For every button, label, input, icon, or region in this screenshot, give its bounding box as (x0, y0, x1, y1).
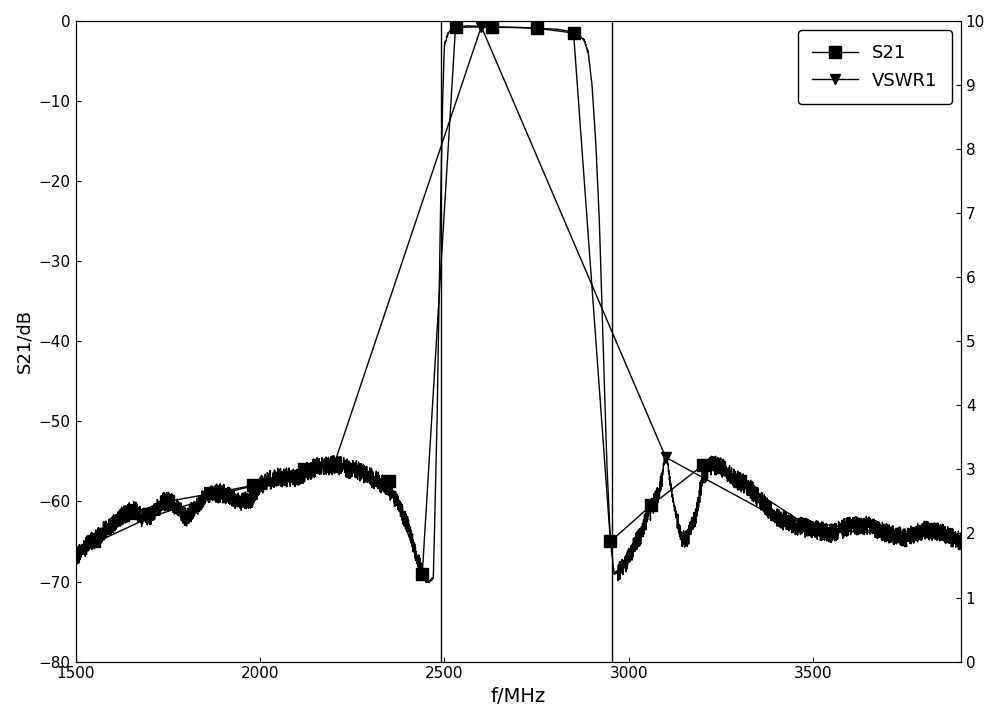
VSWR1 (660, 453, 672, 461)
Line: VSWR1: VSWR1 (93, 22, 892, 547)
S21 (734, 477, 746, 486)
S21 (925, 525, 937, 534)
S21 (328, 461, 340, 469)
S21 (162, 497, 174, 505)
S21 (568, 29, 580, 37)
S21 (206, 489, 218, 497)
VSWR1 (217, 489, 229, 497)
S21 (531, 24, 543, 32)
S21 (383, 477, 395, 486)
Legend: S21, VSWR1: S21, VSWR1 (798, 30, 952, 104)
VSWR1 (475, 22, 487, 31)
S21 (486, 22, 498, 31)
Line: S21: S21 (88, 21, 937, 579)
S21 (416, 569, 428, 578)
S21 (450, 23, 462, 32)
S21 (807, 525, 819, 534)
S21 (645, 501, 657, 510)
S21 (247, 481, 259, 490)
S21 (604, 537, 616, 546)
S21 (298, 465, 310, 474)
S21 (697, 461, 709, 469)
VSWR1 (881, 529, 893, 538)
S21 (881, 529, 893, 538)
VSWR1 (143, 513, 155, 522)
X-axis label: f/MHz: f/MHz (491, 687, 546, 706)
VSWR1 (770, 513, 782, 522)
S21 (125, 509, 137, 518)
VSWR1 (92, 537, 104, 546)
S21 (88, 537, 100, 546)
Y-axis label: S21/dB: S21/dB (15, 309, 33, 373)
VSWR1 (328, 461, 340, 469)
